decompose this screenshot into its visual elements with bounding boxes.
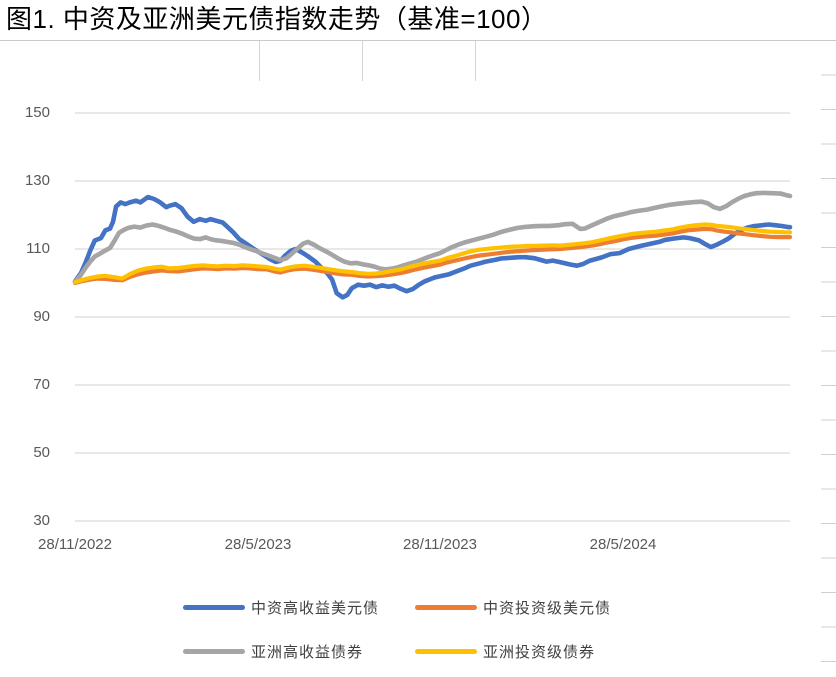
- x-tick-label-28-11-2022: 28/11/2022: [38, 536, 112, 553]
- legend-label: 中资投资级美元债: [483, 599, 612, 617]
- legend-item-china-hy: 中资高收益美元债: [183, 598, 380, 617]
- x-tick-label-28-11-2023: 28/11/2023: [403, 536, 477, 553]
- y-tick-label-50: 50: [33, 444, 50, 461]
- y-tick-label-130: 130: [24, 172, 50, 189]
- x-tick-label-28-5-2024: 28/5/2024: [589, 536, 657, 553]
- series-line-china-hy-usd-bond: [72, 194, 793, 300]
- series-line-asia-hy-bond: [72, 190, 793, 285]
- legend-item-asia-hy: 亚洲高收益债券: [183, 642, 364, 661]
- y-tick-label-30: 30: [33, 512, 50, 529]
- x-tick-label-28-5-2023: 28/5/2023: [224, 536, 292, 553]
- legend-item-asia-ig: 亚洲投资级债券: [415, 642, 596, 661]
- series-line-china-ig-usd-bond: [72, 226, 793, 286]
- legend-line-swatch-asia-hy: [183, 648, 245, 654]
- legend-label: 亚洲高收益债券: [251, 643, 364, 661]
- cell-border-horizontal: [0, 40, 836, 41]
- legend-label: 亚洲投资级债券: [483, 643, 596, 661]
- cell-border-vertical: [362, 41, 363, 81]
- legend-item-china-ig: 中资投资级美元债: [415, 598, 612, 617]
- page-title: 图1. 中资及亚洲美元债指数走势（基准=100）: [6, 4, 548, 34]
- y-tick-label-110: 110: [26, 240, 50, 257]
- legend-line-swatch-china-hy: [183, 604, 245, 610]
- cell-border-vertical: [259, 41, 260, 81]
- spreadsheet-row-lines: [821, 41, 836, 677]
- y-tick-label-150: 150: [24, 104, 50, 121]
- y-tick-label-90: 90: [33, 308, 50, 325]
- series-line-asia-ig-bond: [72, 222, 793, 285]
- cell-border-vertical: [475, 41, 476, 81]
- legend-label: 中资高收益美元债: [251, 599, 380, 617]
- legend-line-swatch-asia-ig: [415, 648, 477, 654]
- y-tick-label-70: 70: [33, 376, 50, 393]
- legend-line-swatch-china-ig: [415, 604, 477, 610]
